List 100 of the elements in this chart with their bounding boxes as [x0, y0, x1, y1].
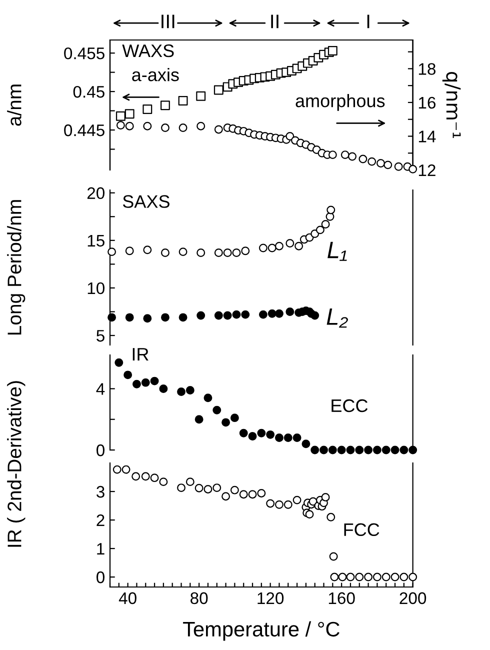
point	[223, 311, 232, 320]
x-tick-label: 80	[190, 592, 208, 604]
point	[112, 465, 122, 474]
point	[340, 150, 350, 160]
point	[310, 311, 320, 320]
point	[384, 160, 392, 170]
point	[305, 510, 314, 519]
point	[286, 307, 294, 316]
x-tick-label: 160	[328, 592, 355, 604]
point	[143, 246, 152, 254]
point	[230, 486, 239, 494]
chart-title: WAXS	[122, 44, 174, 58]
point	[204, 484, 212, 494]
y-tick-label: 0.45	[73, 86, 104, 98]
point	[214, 311, 223, 320]
point	[258, 244, 268, 252]
point	[178, 96, 188, 106]
point	[368, 157, 376, 166]
point	[275, 500, 284, 509]
point	[275, 242, 284, 250]
point	[346, 572, 355, 582]
text: III	[162, 14, 174, 28]
point	[177, 484, 186, 492]
point	[302, 440, 310, 448]
point	[239, 490, 248, 499]
point	[125, 246, 134, 256]
point	[108, 313, 116, 322]
point	[125, 122, 134, 130]
point	[196, 311, 206, 320]
point	[268, 244, 276, 252]
point	[257, 428, 266, 438]
y-tick-label: 2	[96, 514, 104, 526]
point	[143, 314, 152, 323]
point	[214, 85, 224, 95]
point	[186, 386, 194, 394]
point	[321, 492, 330, 502]
text: I	[367, 14, 370, 28]
y-tick-label: 5	[96, 330, 104, 342]
point	[122, 465, 130, 474]
text: II	[271, 14, 278, 28]
point	[358, 154, 368, 164]
point	[125, 313, 134, 322]
point	[241, 310, 250, 319]
point	[150, 474, 159, 482]
point	[196, 91, 206, 101]
point	[258, 310, 268, 319]
point	[159, 478, 168, 486]
point	[284, 434, 292, 442]
point	[108, 248, 116, 256]
chart-title: SAXS	[122, 195, 170, 208]
point	[116, 121, 125, 130]
point	[223, 248, 232, 257]
point	[177, 388, 186, 396]
point	[232, 248, 241, 257]
point	[222, 492, 230, 501]
y-tick-label: 3	[96, 486, 104, 498]
point	[141, 472, 150, 481]
point	[316, 226, 324, 234]
point	[400, 572, 408, 582]
point	[330, 572, 339, 582]
point	[212, 406, 222, 414]
point	[214, 248, 223, 257]
y2-tick-label: 16	[418, 96, 436, 109]
point	[294, 242, 304, 250]
point	[286, 239, 294, 248]
point	[310, 446, 320, 454]
point	[230, 414, 239, 422]
point	[204, 394, 212, 402]
point	[376, 159, 385, 168]
point	[196, 248, 206, 257]
point	[232, 310, 241, 319]
point	[355, 446, 364, 454]
point	[382, 572, 390, 582]
point	[348, 152, 356, 161]
point	[241, 246, 250, 256]
point	[346, 446, 355, 454]
point	[382, 446, 390, 454]
point	[266, 430, 275, 439]
point	[132, 472, 140, 481]
point	[160, 124, 170, 132]
point	[178, 313, 188, 322]
point	[364, 572, 373, 582]
chart-title: IR	[132, 348, 148, 360]
y-tick-label: 15	[88, 234, 104, 247]
point	[337, 446, 346, 454]
point	[372, 446, 382, 454]
series-label: L₂	[326, 308, 348, 328]
point	[214, 125, 223, 134]
point	[284, 500, 292, 509]
y2-tick-label: 18	[418, 63, 436, 75]
point	[248, 490, 257, 499]
point	[212, 484, 222, 492]
point	[390, 446, 400, 454]
x-tick-label: 120	[258, 592, 284, 604]
x-tick-label: 200	[400, 592, 426, 604]
point	[257, 488, 266, 498]
point	[329, 552, 338, 561]
point	[143, 122, 152, 130]
point	[178, 124, 188, 132]
point	[292, 434, 302, 442]
